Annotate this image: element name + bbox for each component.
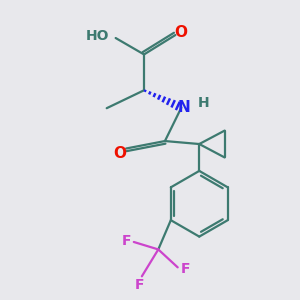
Text: O: O xyxy=(113,146,126,161)
Text: O: O xyxy=(174,25,187,40)
Text: F: F xyxy=(122,234,131,248)
Text: F: F xyxy=(181,262,190,276)
Text: H: H xyxy=(198,96,210,110)
Text: N: N xyxy=(178,100,191,115)
Text: F: F xyxy=(135,278,145,292)
Text: HO: HO xyxy=(85,28,109,43)
